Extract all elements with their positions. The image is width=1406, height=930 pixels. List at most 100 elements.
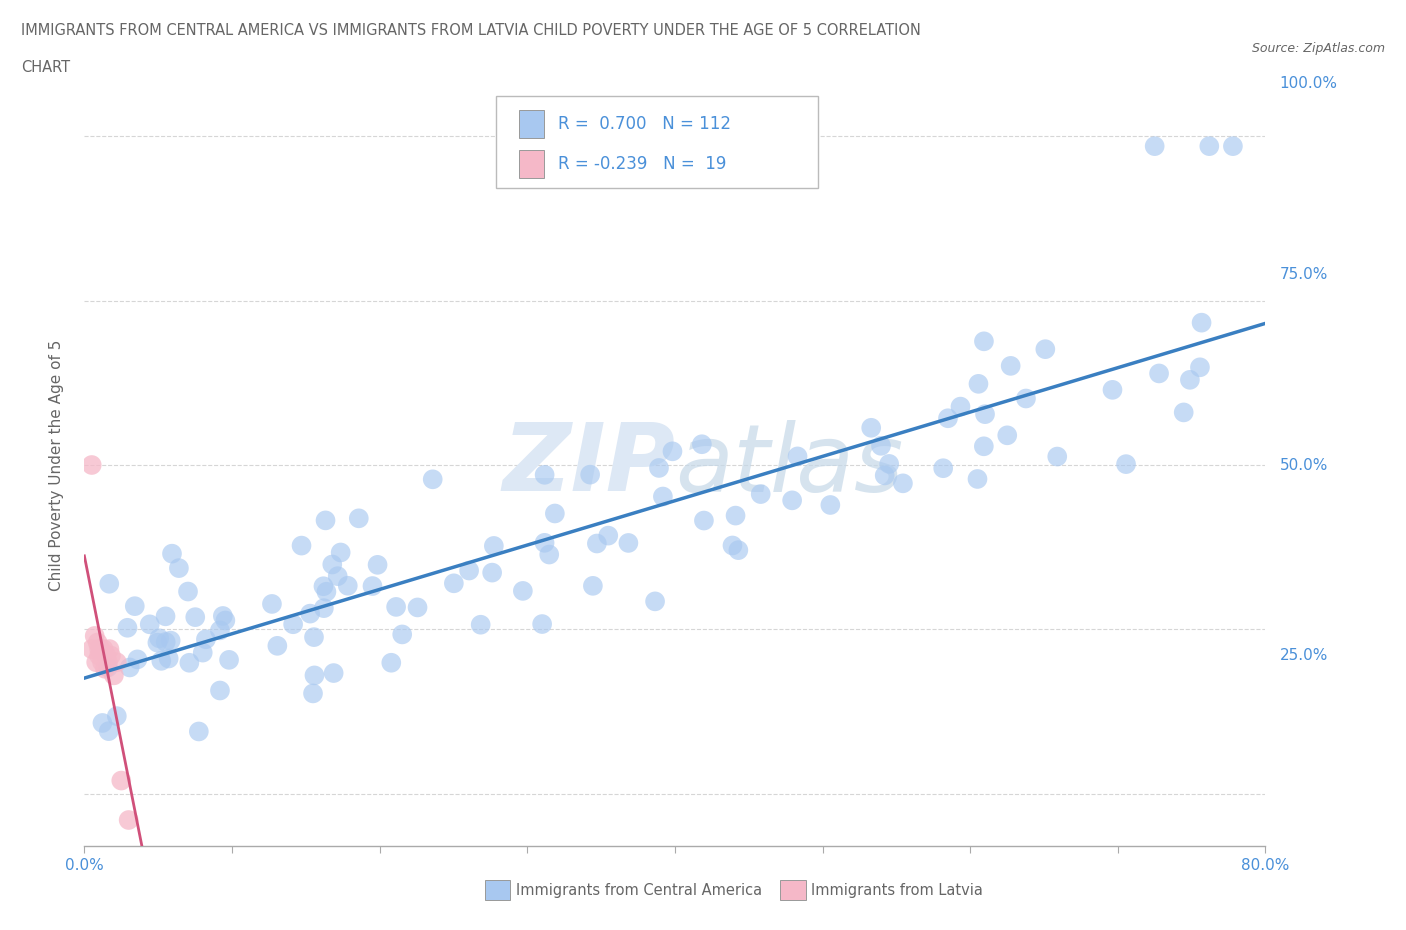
- Point: [820, 498, 842, 512]
- Text: Immigrants from Central America: Immigrants from Central America: [516, 883, 762, 897]
- Text: Source: ZipAtlas.com: Source: ZipAtlas.com: [1251, 42, 1385, 55]
- Point: [538, 547, 561, 562]
- Point: [644, 594, 666, 609]
- Point: [315, 584, 337, 599]
- Point: [690, 437, 713, 452]
- Point: [347, 511, 370, 525]
- Point: [157, 651, 180, 666]
- Point: [326, 569, 349, 584]
- Point: [1046, 449, 1069, 464]
- Point: [533, 468, 555, 483]
- Point: [312, 601, 335, 616]
- Point: [329, 545, 352, 560]
- Text: 100.0%: 100.0%: [1279, 76, 1337, 91]
- Point: [103, 668, 125, 683]
- Point: [582, 578, 605, 593]
- Text: Immigrants from Latvia: Immigrants from Latvia: [811, 883, 983, 897]
- Point: [260, 596, 283, 611]
- Point: [91, 655, 114, 670]
- Point: [891, 476, 914, 491]
- Point: [1198, 139, 1220, 153]
- Point: [87, 642, 111, 657]
- Point: [974, 406, 997, 421]
- Point: [361, 578, 384, 593]
- Point: [406, 600, 429, 615]
- Point: [97, 724, 120, 738]
- Point: [100, 648, 122, 663]
- Point: [481, 565, 503, 580]
- Point: [877, 457, 900, 472]
- Point: [1188, 360, 1211, 375]
- Point: [786, 449, 808, 464]
- Point: [179, 656, 201, 671]
- Point: [443, 576, 465, 591]
- Point: [1191, 315, 1213, 330]
- Point: [138, 617, 160, 631]
- Point: [1015, 391, 1038, 405]
- Point: [1033, 341, 1056, 356]
- Point: [312, 578, 335, 593]
- Point: [299, 606, 322, 621]
- Point: [155, 609, 177, 624]
- Point: [693, 513, 716, 528]
- Point: [391, 627, 413, 642]
- Point: [187, 724, 209, 739]
- Point: [966, 472, 988, 486]
- Point: [290, 538, 312, 553]
- Point: [422, 472, 444, 486]
- Point: [80, 458, 103, 472]
- Text: ZIP: ZIP: [502, 419, 675, 511]
- Point: [973, 439, 995, 454]
- Point: [1101, 382, 1123, 397]
- Point: [97, 655, 120, 670]
- Point: [721, 538, 744, 553]
- Point: [321, 557, 343, 572]
- Point: [96, 648, 118, 663]
- Point: [482, 538, 505, 553]
- Point: [648, 460, 671, 475]
- Point: [118, 813, 141, 828]
- Point: [1115, 457, 1137, 472]
- Point: [936, 411, 959, 426]
- Point: [159, 633, 181, 648]
- Point: [870, 438, 893, 453]
- Point: [98, 577, 121, 591]
- Point: [949, 399, 972, 414]
- Point: [302, 686, 325, 701]
- Point: [218, 653, 240, 668]
- Point: [598, 528, 620, 543]
- Point: [458, 563, 481, 578]
- Point: [651, 489, 673, 504]
- Text: 75.0%: 75.0%: [1279, 267, 1327, 282]
- Point: [1222, 139, 1244, 153]
- Text: CHART: CHART: [21, 60, 70, 75]
- Point: [873, 468, 896, 483]
- Point: [336, 578, 359, 593]
- Point: [531, 617, 554, 631]
- Point: [208, 623, 231, 638]
- Point: [661, 444, 683, 458]
- Y-axis label: Child Poverty Under the Age of 5: Child Poverty Under the Age of 5: [49, 339, 63, 591]
- Point: [127, 652, 149, 667]
- Point: [617, 536, 640, 551]
- Point: [1143, 139, 1166, 153]
- Point: [586, 536, 609, 551]
- Point: [124, 599, 146, 614]
- Point: [281, 617, 304, 631]
- Text: 50.0%: 50.0%: [1279, 458, 1327, 472]
- Point: [93, 642, 115, 657]
- Point: [780, 493, 803, 508]
- Point: [146, 635, 169, 650]
- Point: [191, 645, 214, 660]
- Point: [117, 620, 139, 635]
- Point: [87, 648, 111, 663]
- Point: [973, 334, 995, 349]
- Point: [266, 638, 288, 653]
- Point: [302, 630, 325, 644]
- Point: [967, 377, 990, 392]
- Point: [512, 583, 534, 598]
- Point: [214, 613, 236, 628]
- Point: [304, 668, 326, 683]
- Point: [315, 513, 337, 528]
- Point: [98, 642, 121, 657]
